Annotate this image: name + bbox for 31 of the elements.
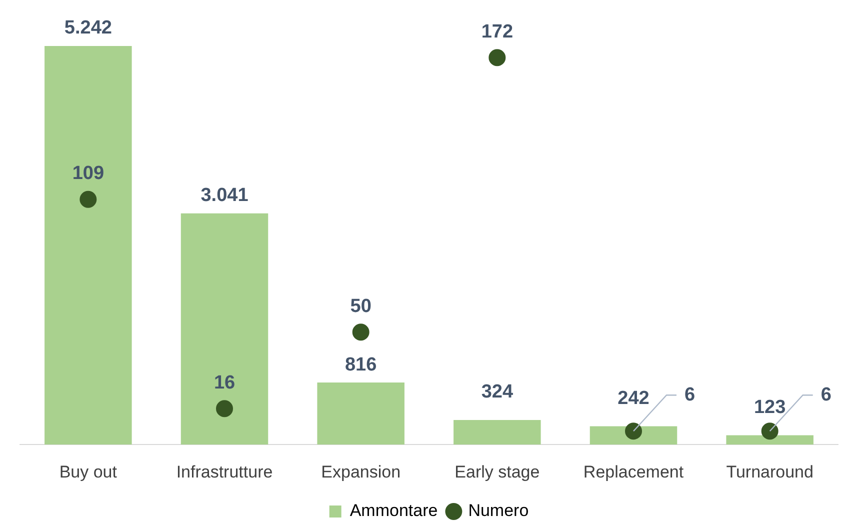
legend-label: Ammontare	[350, 501, 438, 520]
x-tick-label: Expansion	[321, 462, 401, 482]
point	[488, 49, 506, 66]
data-label: 16	[214, 372, 236, 394]
bar	[726, 435, 814, 445]
bar	[454, 420, 541, 445]
bar	[44, 46, 132, 445]
data-label: 816	[344, 354, 377, 376]
point	[216, 400, 233, 418]
x-tick-label: Replacement	[583, 462, 684, 482]
legend-label: Numero	[468, 501, 529, 520]
data-label: 109	[72, 163, 104, 184]
point	[625, 422, 642, 440]
data-label: 50	[350, 296, 372, 317]
data-label: 324	[481, 382, 514, 403]
x-tick-label: Buy out	[59, 462, 118, 482]
data-label: 6	[684, 384, 696, 406]
data-label: 3.041	[200, 185, 249, 206]
bar	[317, 382, 404, 445]
data-label: 242	[618, 388, 650, 409]
point	[80, 190, 97, 208]
point	[352, 324, 370, 341]
x-tick-label: Turnaround	[726, 462, 814, 482]
x-tick-label: Early stage	[454, 462, 540, 482]
x-tick-label: Infrastrutture	[176, 462, 273, 482]
bar	[180, 213, 268, 445]
data-label: 6	[820, 384, 832, 406]
data-label: 5.242	[64, 18, 112, 39]
data-label: 172	[481, 21, 514, 42]
point	[761, 422, 778, 440]
data-label: 123	[754, 396, 786, 418]
